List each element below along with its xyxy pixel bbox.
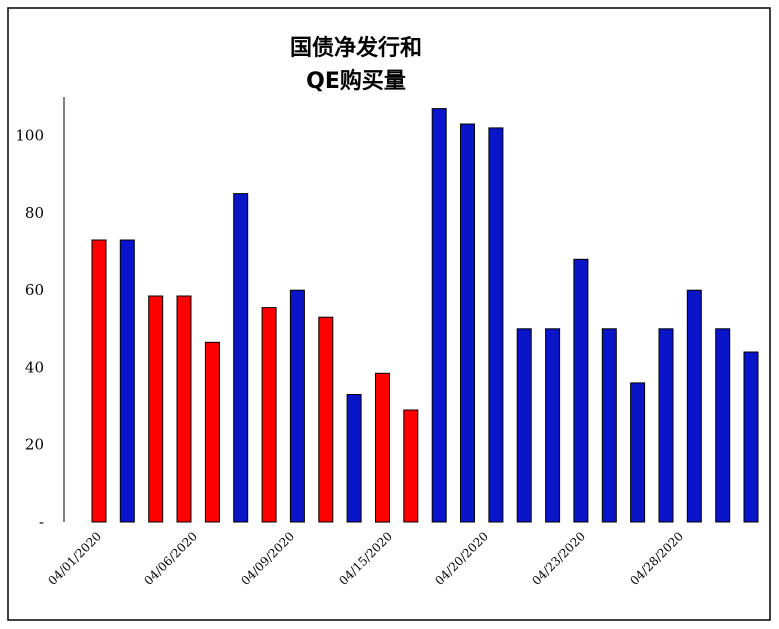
bar-red — [204, 341, 220, 523]
bar-blue — [346, 394, 362, 523]
bar-blue — [743, 351, 759, 523]
y-tick-label: - — [39, 513, 44, 531]
bar-blue — [119, 239, 135, 523]
bars-group — [91, 108, 759, 523]
bar-blue — [516, 328, 532, 523]
y-axis: - 20 40 60 80 100 — [15, 97, 65, 531]
y-tick-label: 100 — [15, 127, 44, 145]
bar-red — [403, 409, 419, 523]
bar-blue — [460, 123, 475, 523]
y-tick-label: 20 — [25, 436, 44, 454]
bar-red — [148, 295, 164, 523]
bar-blue — [601, 328, 617, 523]
bar-red — [318, 316, 334, 523]
chart-title-line-2: QE购买量 — [306, 68, 406, 94]
bar-blue — [715, 328, 731, 523]
chart-title-line-1: 国债净发行和 — [290, 35, 422, 61]
bar-red — [91, 239, 107, 523]
bar-blue — [630, 382, 646, 523]
y-tick-label: 40 — [25, 358, 44, 376]
bar-blue — [686, 289, 702, 523]
y-tick-label: 80 — [25, 204, 44, 222]
bar-blue — [488, 127, 504, 523]
bar-red — [261, 307, 277, 523]
y-tick-label: 60 — [25, 281, 44, 299]
bar-blue — [545, 328, 561, 523]
bar-red — [375, 372, 390, 523]
bar-red — [176, 295, 192, 523]
bar-blue — [289, 289, 305, 523]
bar-blue — [658, 328, 674, 523]
bar-blue — [233, 193, 249, 523]
bar-blue — [431, 108, 447, 523]
bar-blue — [573, 258, 589, 523]
